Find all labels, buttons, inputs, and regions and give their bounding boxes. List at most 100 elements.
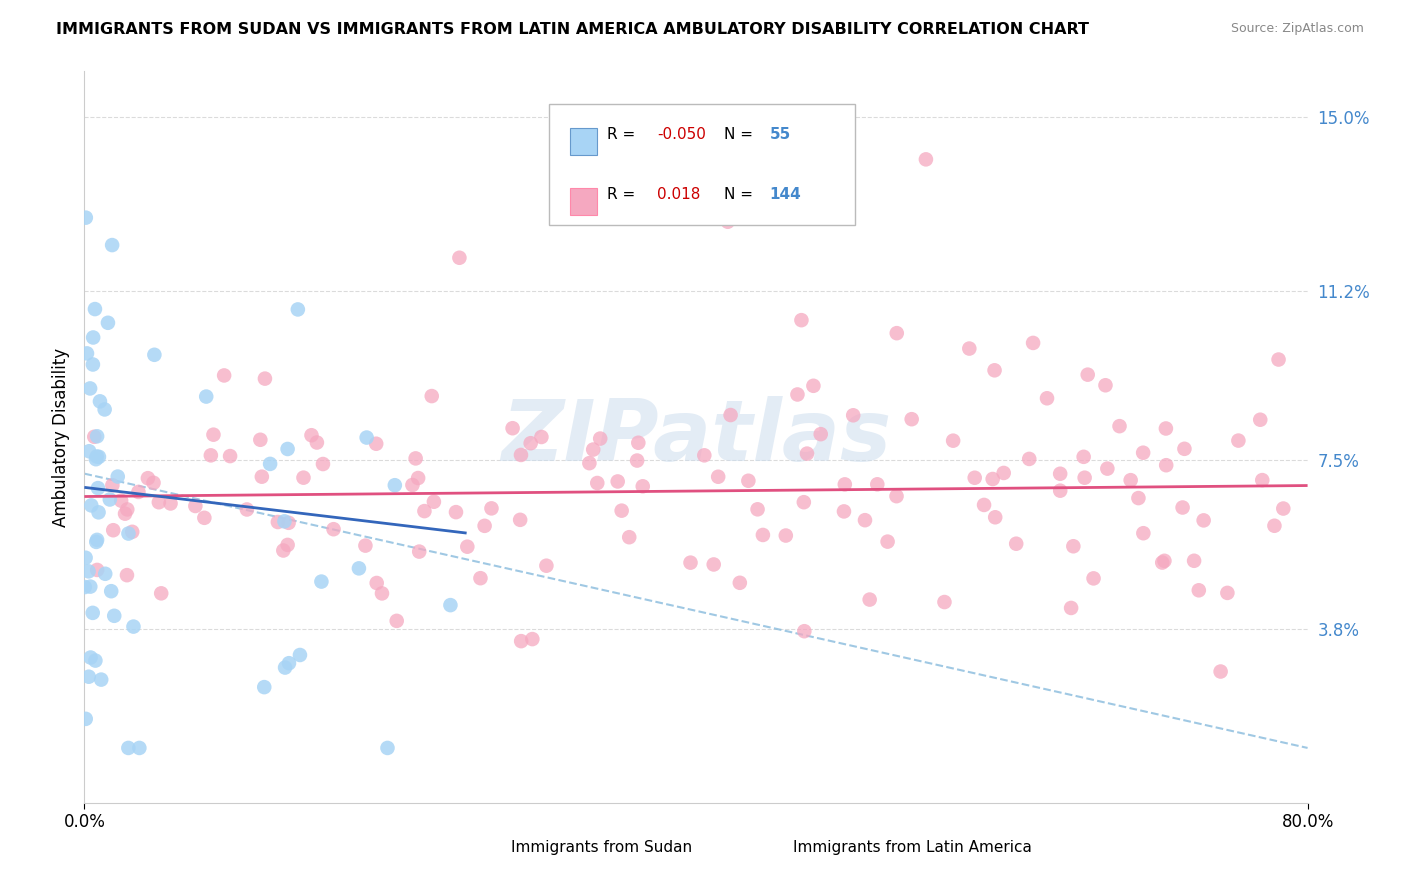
Point (200, 448, 222, 462)
Point (219, 449, 242, 463)
Point (717, 215, 740, 229)
Point (86, 450, 108, 464)
Point (274, 660, 297, 674)
Point (1005, 537, 1028, 551)
Point (87, 450, 110, 464)
Point (202, 427, 225, 442)
Point (273, 514, 295, 528)
Point (312, 457, 335, 471)
Point (98, 492, 121, 507)
Point (449, 251, 471, 265)
Point (1173, 442, 1195, 456)
Point (117, 740, 139, 755)
Point (79, 381, 101, 395)
Point (311, 574, 333, 589)
Point (481, 501, 503, 516)
Point (103, 523, 125, 537)
Point (87, 481, 110, 495)
Point (790, 313, 813, 327)
Point (406, 471, 429, 485)
Point (86, 533, 108, 547)
Text: Source: ZipAtlas.com: Source: ZipAtlas.com (1230, 22, 1364, 36)
Text: -0.050: -0.050 (657, 127, 706, 142)
Point (101, 238, 124, 252)
Point (578, 456, 600, 470)
Point (143, 348, 166, 362)
Point (277, 538, 299, 552)
Point (1153, 554, 1175, 568)
Point (114, 507, 136, 521)
Point (859, 592, 882, 607)
Text: IMMIGRANTS FROM SUDAN VS IMMIGRANTS FROM LATIN AMERICA AMBULATORY DISABILITY COR: IMMIGRANTS FROM SUDAN VS IMMIGRANTS FROM… (56, 22, 1090, 37)
Point (82, 358, 104, 372)
Point (253, 371, 276, 385)
Point (957, 342, 980, 356)
Point (142, 475, 165, 490)
Point (1251, 473, 1274, 487)
Point (377, 740, 399, 755)
Point (1062, 539, 1084, 553)
Point (900, 412, 922, 426)
Point (510, 448, 533, 462)
Point (775, 528, 797, 542)
Point (1036, 391, 1059, 405)
Point (834, 477, 856, 491)
Point (752, 528, 775, 542)
Point (1171, 500, 1194, 515)
Point (77, 670, 100, 684)
Point (1097, 461, 1119, 475)
Point (627, 435, 650, 450)
Point (1094, 378, 1116, 392)
Y-axis label: Ambulatory Disability: Ambulatory Disability (52, 348, 70, 526)
Point (720, 408, 742, 422)
Point (510, 634, 533, 648)
Point (253, 680, 276, 694)
Point (267, 515, 290, 529)
Point (703, 558, 725, 572)
Point (470, 571, 492, 585)
Point (121, 524, 143, 539)
Point (803, 379, 825, 393)
Point (1060, 601, 1083, 615)
Point (195, 390, 218, 404)
Point (89, 394, 111, 409)
Point (810, 427, 832, 442)
Text: Immigrants from Latin America: Immigrants from Latin America (793, 840, 1032, 855)
Point (1227, 434, 1250, 448)
Point (148, 495, 170, 509)
FancyBboxPatch shape (550, 104, 855, 225)
Point (84, 535, 107, 549)
Point (110, 493, 132, 508)
Point (793, 495, 815, 509)
Point (122, 619, 145, 633)
Point (942, 434, 965, 448)
Point (117, 502, 139, 516)
Point (93, 402, 115, 417)
Point (1073, 471, 1095, 485)
Point (115, 568, 138, 582)
Point (981, 472, 1004, 486)
Point (1154, 458, 1177, 473)
Point (474, 518, 496, 533)
Point (509, 513, 531, 527)
Point (413, 504, 436, 518)
Text: 0.018: 0.018 (657, 186, 700, 202)
Point (1083, 571, 1105, 585)
FancyBboxPatch shape (569, 187, 598, 216)
Point (1182, 554, 1205, 568)
Point (502, 421, 524, 435)
Point (385, 614, 408, 628)
Point (1022, 335, 1045, 350)
Point (86, 563, 108, 577)
Point (347, 561, 370, 575)
Point (287, 302, 309, 317)
Text: ZIPatlas: ZIPatlas (501, 395, 891, 479)
Point (582, 442, 605, 457)
Point (1108, 419, 1130, 434)
Point (796, 447, 818, 461)
Point (626, 453, 648, 467)
Text: R =: R = (606, 127, 636, 142)
Point (1188, 583, 1211, 598)
Point (128, 740, 150, 755)
Point (530, 430, 553, 444)
